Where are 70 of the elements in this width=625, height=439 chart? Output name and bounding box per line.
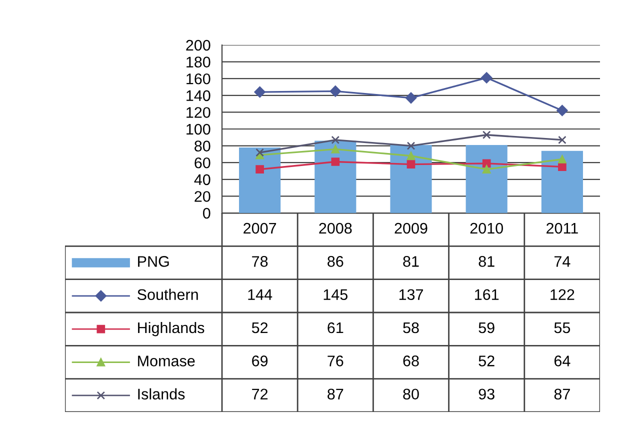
point	[330, 86, 342, 97]
data-label: 81	[403, 256, 419, 267]
x-tick-label: 2007	[244, 222, 276, 234]
legend-label: PNG	[138, 256, 169, 267]
data-label: 68	[403, 356, 419, 366]
y-tick-label: 80	[194, 140, 210, 152]
data-label: 55	[554, 322, 570, 334]
data-label: 86	[328, 256, 344, 267]
data-label: 80	[403, 388, 419, 400]
data-label: 61	[328, 322, 344, 334]
bar	[390, 144, 432, 213]
point	[405, 92, 417, 104]
point	[558, 155, 566, 164]
data-label: 52	[478, 356, 494, 366]
data-label: 64	[554, 356, 570, 366]
bar	[541, 150, 583, 213]
y-tick-label: 180	[186, 56, 210, 68]
y-tick-label: 140	[186, 90, 210, 102]
x-tick-label: 2011	[546, 222, 578, 234]
data-label: 87	[328, 388, 344, 400]
data-label: 52	[252, 322, 268, 334]
y-tick-label: 120	[186, 107, 210, 118]
data-label: 76	[328, 356, 344, 366]
point	[556, 104, 568, 116]
data-label: 161	[475, 289, 499, 300]
point	[331, 136, 340, 144]
point	[331, 144, 340, 154]
point	[480, 72, 492, 84]
data-label: 144	[248, 289, 272, 300]
x-tick-label: 2008	[319, 222, 352, 234]
x-tick-label: 2009	[394, 222, 428, 234]
y-tick-label: 60	[194, 157, 210, 168]
data-label: 74	[554, 256, 570, 267]
y-tick-label: 0	[202, 208, 210, 219]
point	[558, 162, 566, 171]
bar	[314, 140, 356, 213]
x-tick-label: 2010	[470, 222, 503, 234]
point	[558, 136, 566, 144]
point	[256, 148, 264, 157]
y-tick-label: 40	[194, 174, 210, 186]
data-label: 93	[478, 388, 494, 400]
y-tick-label: 160	[186, 73, 210, 84]
legend-label: Southern	[138, 288, 198, 300]
data-label: 145	[324, 289, 348, 300]
data-label: 58	[403, 322, 419, 334]
point	[482, 130, 491, 140]
data-label: 81	[478, 256, 494, 267]
data-label: 137	[399, 289, 423, 300]
data-label: 87	[554, 388, 570, 400]
bar	[466, 144, 508, 213]
bar	[239, 147, 281, 213]
y-tick-label: 200	[186, 40, 210, 51]
data-label: 122	[550, 289, 574, 300]
legend-label: Islands	[138, 388, 185, 400]
point	[406, 152, 416, 160]
data-label: 69	[252, 356, 268, 366]
point	[256, 165, 264, 174]
point	[482, 159, 491, 168]
data-label: 78	[252, 256, 268, 267]
point	[482, 165, 491, 174]
data-label: 72	[252, 388, 268, 400]
y-tick-label: 100	[186, 124, 210, 135]
point	[406, 160, 416, 168]
legend-label: Highlands	[138, 322, 204, 336]
data-label: 59	[478, 322, 494, 334]
legend-label: Momase	[138, 356, 195, 366]
y-tick-label: 20	[194, 191, 210, 202]
point	[331, 158, 340, 166]
point	[406, 142, 416, 150]
point	[254, 86, 266, 98]
